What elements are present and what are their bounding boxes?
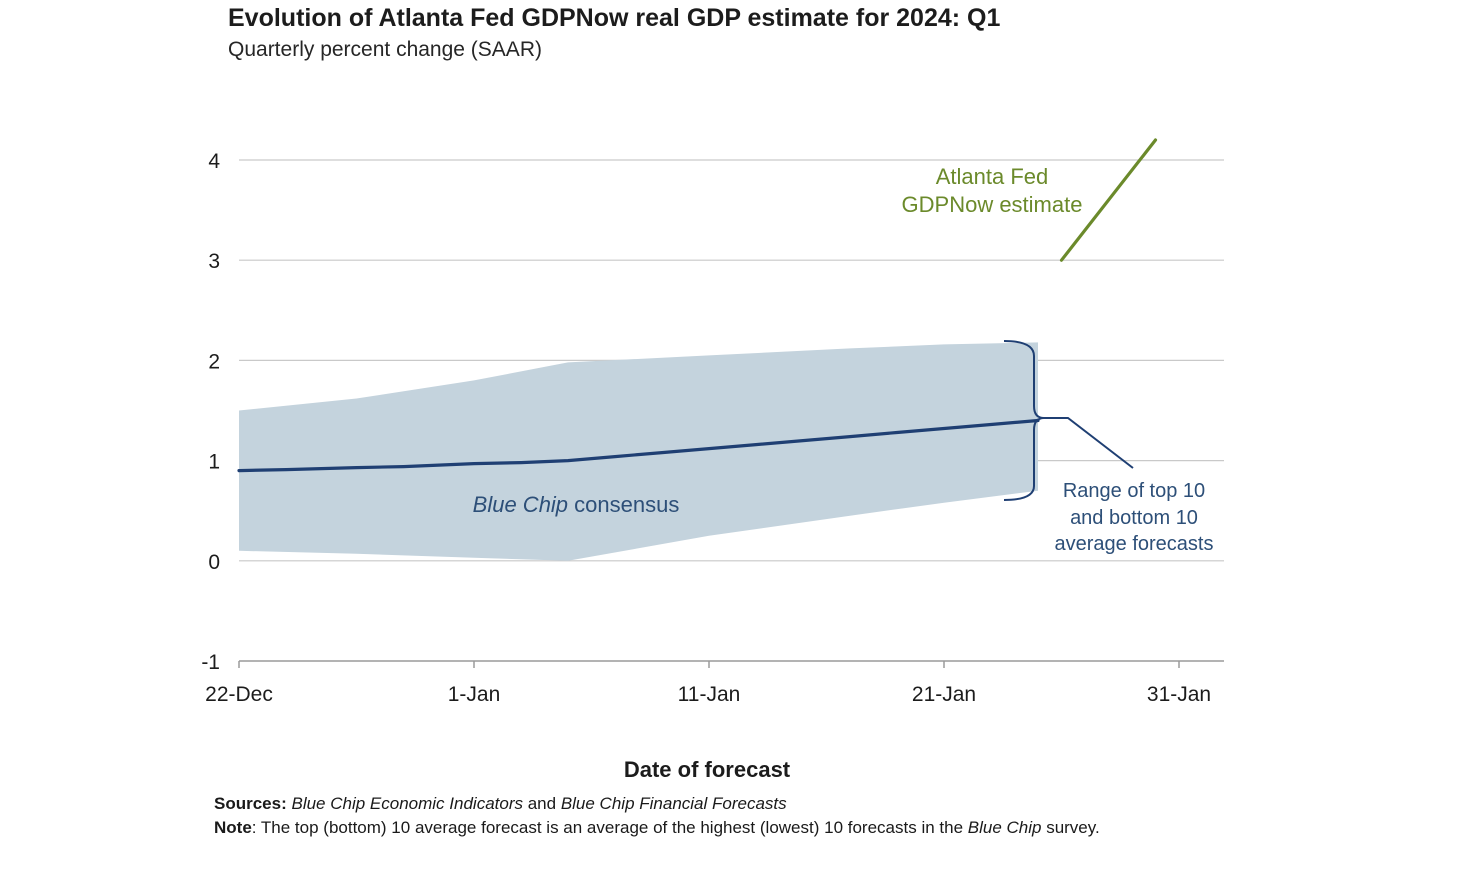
annotation-layer: Atlanta Fed GDPNow estimate Blue Chip co… xyxy=(473,164,1214,555)
note-label: Note xyxy=(214,818,252,837)
y-tick-label: 4 xyxy=(208,150,220,173)
range-label-line3: average forecasts xyxy=(1055,533,1214,555)
y-tick-label: -1 xyxy=(201,651,220,674)
axis-layer: 4 3 2 1 0 -1 22-Dec 1-Jan 11-Jan 21-Jan 31-Jan xyxy=(201,150,1211,706)
chart-title: Evolution of Atlanta Fed GDPNow real GDP… xyxy=(228,4,1001,32)
consensus-label-italic: Blue Chip xyxy=(473,492,568,517)
consensus-line xyxy=(237,418,1040,473)
x-tick-label: 11-Jan xyxy=(678,683,741,706)
consensus-label: Blue Chip consensus xyxy=(473,492,680,517)
sources-and: and xyxy=(523,794,561,813)
gdpnow-line xyxy=(1059,138,1158,262)
gdpnow-label-line1: Atlanta Fed xyxy=(936,164,1049,189)
x-tick-label: 1-Jan xyxy=(448,683,501,706)
range-label-line2: and bottom 10 xyxy=(1070,507,1198,529)
series-layer xyxy=(237,138,1158,473)
x-tick-label: 21-Jan xyxy=(912,683,976,706)
consensus-label-rest: consensus xyxy=(568,492,679,517)
range-band xyxy=(239,342,1038,561)
y-tick-label: 0 xyxy=(208,551,220,574)
sources-label: Sources: xyxy=(214,794,287,813)
x-tick-label: 31-Jan xyxy=(1147,683,1211,706)
sources-line: Sources: Blue Chip Economic Indicators a… xyxy=(214,792,1214,816)
x-tick-label: 22-Dec xyxy=(205,683,273,706)
y-tick-label: 3 xyxy=(208,250,220,273)
note-end: survey. xyxy=(1041,818,1100,837)
grid-lines xyxy=(239,159,1224,662)
sources-text-2: Blue Chip Financial Forecasts xyxy=(560,794,787,813)
y-tick-label: 1 xyxy=(208,451,220,474)
sources-text-1: Blue Chip Economic Indicators xyxy=(291,794,523,813)
range-leader-line xyxy=(1044,417,1134,469)
x-axis-title: Date of forecast xyxy=(624,757,791,782)
chart-footer: Sources: Blue Chip Economic Indicators a… xyxy=(214,792,1214,840)
gdpnow-label-line2: GDPNow estimate xyxy=(902,192,1083,217)
y-tick-label: 2 xyxy=(208,350,220,373)
note-line: Note: The top (bottom) 10 average foreca… xyxy=(214,816,1214,840)
range-band-layer xyxy=(239,342,1038,561)
note-italic: Blue Chip xyxy=(967,818,1042,837)
note-text: : The top (bottom) 10 average forecast i… xyxy=(251,818,968,837)
chart-subtitle: Quarterly percent change (SAAR) xyxy=(228,38,542,61)
range-label-line1: Range of top 10 xyxy=(1063,480,1205,502)
